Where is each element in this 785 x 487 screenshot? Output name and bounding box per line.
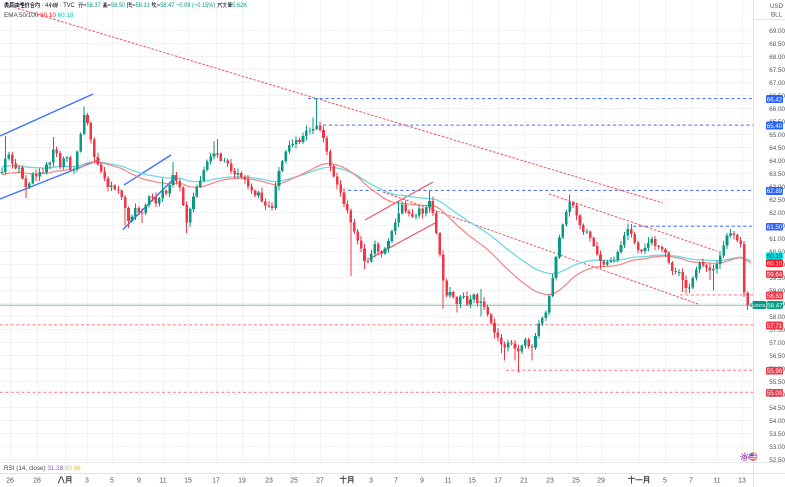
svg-text:61.00: 61.00 xyxy=(769,236,785,243)
svg-text:USD: USD xyxy=(770,3,784,10)
svg-text:54.50: 54.50 xyxy=(769,405,785,412)
svg-text:62.50: 62.50 xyxy=(769,197,785,204)
svg-text:58.00: 58.00 xyxy=(769,314,785,321)
svg-text:7: 7 xyxy=(394,478,398,485)
svg-text:59.50: 59.50 xyxy=(769,275,785,282)
svg-text:58.83: 58.83 xyxy=(767,293,783,300)
svg-text:11: 11 xyxy=(159,478,166,485)
svg-text:23: 23 xyxy=(265,478,273,485)
svg-text:57.71: 57.71 xyxy=(767,323,783,330)
svg-text:53.00: 53.00 xyxy=(769,444,785,451)
svg-text:27: 27 xyxy=(316,478,324,485)
svg-text:62.89: 62.89 xyxy=(767,188,783,195)
svg-text:67.50: 67.50 xyxy=(769,67,785,74)
svg-text:67.00: 67.00 xyxy=(769,80,785,87)
svg-text:USOIL: USOIL xyxy=(752,303,766,308)
svg-text:63.50: 63.50 xyxy=(769,171,785,178)
svg-text:25: 25 xyxy=(290,478,298,485)
svg-text:57.00: 57.00 xyxy=(769,340,785,347)
svg-text:9: 9 xyxy=(137,478,141,485)
svg-text:3: 3 xyxy=(85,478,89,485)
svg-text:54.00: 54.00 xyxy=(769,418,785,425)
svg-text:9: 9 xyxy=(420,478,424,485)
svg-text:64.00: 64.00 xyxy=(769,158,785,165)
svg-text:58.47: 58.47 xyxy=(767,302,783,309)
svg-text:66.42: 66.42 xyxy=(767,96,783,103)
svg-text:11: 11 xyxy=(444,478,451,485)
svg-text:13: 13 xyxy=(738,478,746,485)
svg-text:19: 19 xyxy=(238,478,246,485)
svg-text:69.00: 69.00 xyxy=(769,28,785,35)
svg-text:17: 17 xyxy=(494,478,502,485)
svg-text:55.96: 55.96 xyxy=(767,368,783,375)
svg-text:68.00: 68.00 xyxy=(769,54,785,61)
svg-text:53.50: 53.50 xyxy=(769,431,785,438)
svg-text:61.50: 61.50 xyxy=(767,224,783,231)
svg-text:26: 26 xyxy=(6,478,14,485)
svg-text:BLL: BLL xyxy=(771,12,783,19)
svg-text:55.09: 55.09 xyxy=(767,390,783,397)
svg-text:62.00: 62.00 xyxy=(769,210,785,217)
svg-text:5: 5 xyxy=(663,478,667,485)
svg-text:57.50: 57.50 xyxy=(769,327,785,334)
svg-text:64.50: 64.50 xyxy=(769,145,785,152)
svg-text:11: 11 xyxy=(713,478,720,485)
svg-text:5: 5 xyxy=(110,478,114,485)
svg-text:65.00: 65.00 xyxy=(769,132,785,139)
svg-text:3: 3 xyxy=(369,478,373,485)
svg-text:7: 7 xyxy=(689,478,693,485)
svg-text:15: 15 xyxy=(184,478,192,485)
svg-text:17: 17 xyxy=(212,478,220,485)
svg-text:15: 15 xyxy=(468,478,476,485)
svg-text:60.18: 60.18 xyxy=(767,253,783,260)
svg-text:59.00: 59.00 xyxy=(769,288,785,295)
svg-text:60.10: 60.10 xyxy=(767,260,783,267)
svg-text:25: 25 xyxy=(572,478,580,485)
svg-text:21: 21 xyxy=(520,478,528,485)
svg-text:65.40: 65.40 xyxy=(767,123,783,130)
svg-text:68.50: 68.50 xyxy=(769,41,785,48)
svg-text:52.50: 52.50 xyxy=(769,457,785,464)
svg-text:59.64: 59.64 xyxy=(767,271,783,278)
svg-text:66.00: 66.00 xyxy=(769,106,785,113)
svg-text:28: 28 xyxy=(33,478,41,485)
svg-text:29: 29 xyxy=(597,478,605,485)
svg-text:55.50: 55.50 xyxy=(769,379,785,386)
svg-text:23: 23 xyxy=(546,478,554,485)
svg-text:56.50: 56.50 xyxy=(769,353,785,360)
